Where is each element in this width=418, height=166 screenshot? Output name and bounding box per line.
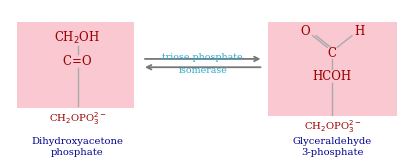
Text: Glyceraldehyde
3-phosphate: Glyceraldehyde 3-phosphate	[293, 136, 372, 157]
Text: O: O	[300, 25, 310, 38]
Text: CH$_2$OPO$_3^{2-}$: CH$_2$OPO$_3^{2-}$	[49, 110, 106, 127]
Text: HCOH: HCOH	[313, 70, 352, 83]
Text: Dihydroxyacetone
phosphate: Dihydroxyacetone phosphate	[32, 136, 124, 157]
Text: triose phosphate
isomerase: triose phosphate isomerase	[163, 53, 243, 75]
FancyBboxPatch shape	[268, 22, 397, 116]
Text: H: H	[354, 25, 364, 38]
Text: CH$_2$OH: CH$_2$OH	[54, 30, 101, 46]
Text: C: C	[328, 47, 337, 60]
FancyBboxPatch shape	[17, 22, 134, 108]
Text: CH$_2$OPO$_3^{2-}$: CH$_2$OPO$_3^{2-}$	[303, 119, 361, 135]
Text: C$\!=\!$O: C$\!=\!$O	[62, 54, 93, 68]
